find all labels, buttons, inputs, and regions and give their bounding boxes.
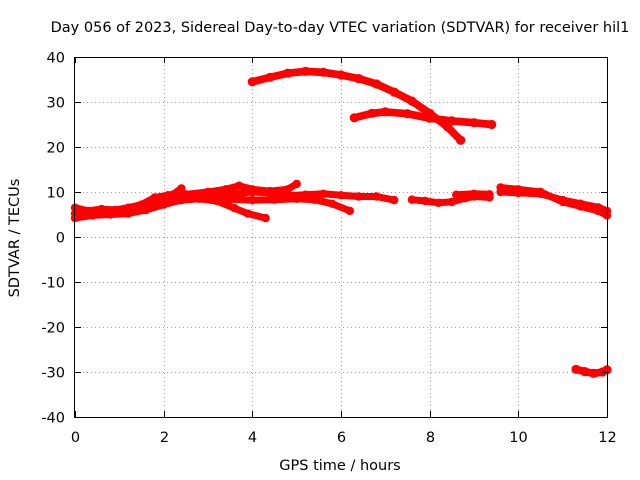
data-point <box>514 188 523 198</box>
data-point <box>283 68 293 78</box>
data-point <box>97 204 106 214</box>
data-point <box>536 189 545 198</box>
data-point <box>452 190 461 199</box>
data-point <box>88 211 97 220</box>
data-point <box>181 190 190 199</box>
series-layer <box>70 66 612 378</box>
trace-arc-h <box>247 66 466 145</box>
grid <box>75 57 607 417</box>
data-point <box>354 74 364 84</box>
data-point <box>354 192 363 201</box>
axis-ticks: 0 2 4 6 8 10 12 -40 -30 -20 -10 0 10 20 30 40 <box>41 51 616 447</box>
y-tick-label: -20 <box>41 321 65 337</box>
trace-arc-j <box>571 364 612 378</box>
data-point <box>372 192 381 201</box>
data-point <box>496 187 505 197</box>
data-point <box>226 195 235 204</box>
data-point <box>194 194 204 203</box>
data-point <box>389 87 399 97</box>
data-point <box>589 368 599 378</box>
data-point <box>380 107 390 117</box>
data-point <box>421 196 430 206</box>
data-point <box>159 193 168 202</box>
data-point <box>248 195 257 205</box>
y-tick-label: -40 <box>41 411 65 427</box>
data-point <box>124 209 133 218</box>
data-point <box>469 118 479 128</box>
data-point <box>265 186 275 196</box>
x-axis-label: GPS time / hours <box>279 458 400 474</box>
data-point <box>407 195 417 204</box>
data-point <box>371 79 382 89</box>
data-point <box>248 185 257 194</box>
trace-arc-g <box>496 183 612 220</box>
data-point <box>310 195 319 204</box>
trace-arc-g2 <box>496 187 612 216</box>
data-point <box>349 113 359 123</box>
data-point <box>159 200 168 209</box>
x-tick-label: 12 <box>598 430 616 446</box>
data-point <box>203 192 213 202</box>
y-axis-label: SDTVAR / TECUs <box>7 179 23 298</box>
data-point <box>327 199 337 208</box>
x-tick-label: 10 <box>509 430 527 446</box>
data-point <box>261 213 270 223</box>
data-point <box>177 184 186 193</box>
x-tick-label: 4 <box>248 430 257 446</box>
data-point <box>221 185 230 194</box>
x-tick-label: 6 <box>337 430 346 446</box>
data-point <box>558 195 567 205</box>
data-point <box>292 194 301 203</box>
data-point <box>487 119 497 130</box>
trace-arc-f2 <box>452 189 494 199</box>
data-point <box>593 203 603 212</box>
data-point <box>434 198 443 207</box>
data-point <box>150 193 159 202</box>
data-point <box>300 66 311 76</box>
y-tick-label: 30 <box>47 96 65 112</box>
y-tick-label: 0 <box>56 231 65 247</box>
y-tick-label: -10 <box>41 276 65 292</box>
data-point <box>106 210 115 219</box>
data-point <box>456 135 466 145</box>
data-point <box>576 199 585 208</box>
y-tick-label: -30 <box>41 366 65 382</box>
data-point <box>283 185 292 194</box>
trace-arc-i <box>349 107 497 130</box>
data-point <box>243 209 253 218</box>
y-tick-label: 20 <box>47 141 65 157</box>
x-tick-label: 2 <box>160 430 169 446</box>
data-point <box>230 204 239 213</box>
y-tick-label: 40 <box>47 51 65 67</box>
data-point <box>336 191 346 200</box>
data-point <box>336 70 346 80</box>
data-point <box>141 205 151 215</box>
data-point <box>234 181 244 190</box>
data-point <box>270 195 279 204</box>
x-tick-label: 0 <box>71 430 80 446</box>
y-tick-label: 10 <box>47 186 65 202</box>
data-point <box>469 189 479 198</box>
data-point <box>425 113 435 123</box>
chart-title: Day 056 of 2023, Sidereal Day-to-day VTE… <box>51 20 630 36</box>
data-point <box>447 116 457 126</box>
data-point <box>580 367 590 377</box>
data-point <box>402 109 413 119</box>
data-point <box>265 72 275 82</box>
trace-arc-e <box>203 192 355 216</box>
x-tick-label: 8 <box>426 430 435 446</box>
data-point <box>319 189 328 198</box>
data-point <box>247 77 257 87</box>
data-point <box>390 195 399 205</box>
data-point <box>571 364 581 374</box>
data-point <box>345 206 355 216</box>
data-point <box>292 179 301 189</box>
data-point <box>367 108 377 118</box>
data-point <box>407 96 417 106</box>
data-point <box>447 197 456 207</box>
data-point <box>485 190 494 199</box>
data-point <box>318 67 328 77</box>
